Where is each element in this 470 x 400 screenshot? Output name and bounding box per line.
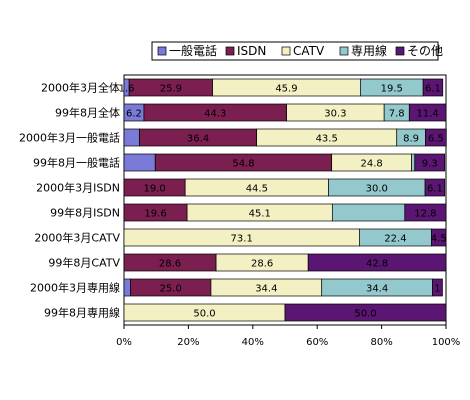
- value-label: 73.1: [231, 234, 253, 245]
- x-tick-label: 20%: [177, 337, 199, 348]
- x-tick-label: 0%: [116, 337, 132, 348]
- bars-group: [123, 78, 447, 322]
- value-label: 12.8: [414, 209, 436, 220]
- value-label: 19.6: [144, 209, 166, 220]
- value-label: 54.8: [232, 159, 254, 170]
- bar-segment: [422, 78, 444, 97]
- value-label: 34.4: [255, 284, 277, 295]
- x-tick-label: 100%: [432, 337, 461, 348]
- value-label: 43.5: [316, 134, 338, 145]
- value-label: 44.5: [246, 184, 268, 195]
- bar-segment: [424, 178, 446, 197]
- legend-swatch: [281, 46, 291, 56]
- legend-swatch: [225, 46, 235, 56]
- value-label: 19.5: [381, 84, 403, 95]
- legend-swatch: [339, 46, 349, 56]
- bar-segment: [411, 153, 416, 172]
- bar-segment: [331, 203, 406, 222]
- category-label: 2000年3月全体: [41, 81, 120, 95]
- value-label: 24.8: [360, 159, 382, 170]
- category-label: 2000年3月一般電話: [19, 131, 120, 145]
- bar-segment: [431, 228, 447, 247]
- legend-label: CATV: [293, 44, 325, 58]
- value-label: 50.0: [354, 309, 376, 320]
- category-label: 99年8月一般電話: [33, 156, 120, 170]
- value-label: 28.6: [251, 259, 273, 270]
- x-tick-label: 80%: [370, 337, 392, 348]
- legend-label: 専用線: [351, 43, 387, 58]
- bar-segment: [404, 203, 447, 222]
- value-label: 6.5: [428, 134, 444, 145]
- value-label: 4.5: [431, 234, 447, 245]
- value-label: 6.1: [425, 84, 441, 95]
- category-label: 2000年3月CATV: [34, 231, 120, 245]
- value-label: 50.0: [193, 309, 215, 320]
- legend-swatch: [395, 46, 405, 56]
- bar-segment: [307, 253, 447, 272]
- value-label: 6.1: [427, 184, 443, 195]
- x-axis: 0% 20% 40% 60% 80% 100%: [116, 325, 460, 348]
- bar-segment: [123, 278, 131, 297]
- category-label: 99年8月全体: [55, 106, 120, 120]
- value-label: 42.8: [366, 259, 388, 270]
- value-label: 34.4: [366, 284, 388, 295]
- category-label: 99年8月CATV: [48, 256, 120, 270]
- value-label: 45.1: [249, 209, 271, 220]
- legend-label: ISDN: [237, 44, 266, 58]
- value-label: 22.4: [384, 234, 406, 245]
- legend-label: その他: [407, 44, 443, 58]
- category-labels-group: 2000年3月全体 99年8月全体 2000年3月一般電話 99年8月一般電話 2000…: [19, 81, 120, 320]
- x-tick-label: 40%: [242, 337, 264, 348]
- legend-swatch: [157, 46, 167, 56]
- bar-segment: [414, 153, 446, 172]
- bar-segment: [284, 303, 447, 322]
- legend: 一般電話 ISDN CATV 専用線 その他: [151, 41, 443, 61]
- bar-segment: [123, 128, 140, 147]
- value-label: 28.6: [159, 259, 181, 270]
- legend-box: [151, 41, 439, 61]
- value-label: 11.4: [417, 109, 439, 120]
- value-label: 45.9: [275, 84, 297, 95]
- bar-segment: [425, 128, 447, 147]
- value-label: 9.3: [422, 159, 438, 170]
- value-label: 1.6: [119, 84, 135, 95]
- bar-segment: [432, 278, 443, 297]
- category-label: 2000年3月専用線: [30, 281, 120, 295]
- bar-segment: [123, 153, 156, 172]
- category-label: 99年8月ISDN: [50, 206, 120, 220]
- category-label: 2000年3月ISDN: [36, 181, 120, 195]
- x-tick-label: 60%: [306, 337, 328, 348]
- value-label: 25.0: [160, 284, 182, 295]
- value-label: 36.4: [187, 134, 209, 145]
- value-label: 1: [434, 284, 440, 295]
- value-labels-group: 1.6 25.9 45.9 19.5 6.1 6.2 44.3 30.3 7.8 11.4 36.4…: [119, 84, 447, 320]
- category-label: 99年8月専用線: [44, 306, 120, 320]
- legend-label: 一般電話: [169, 43, 217, 58]
- value-label: 30.3: [324, 109, 346, 120]
- bar-segment: [408, 103, 447, 122]
- value-label: 7.8: [389, 109, 405, 120]
- value-label: 6.2: [126, 109, 142, 120]
- value-label: 19.0: [143, 184, 165, 195]
- value-label: 8.9: [403, 134, 419, 145]
- value-label: 30.0: [366, 184, 388, 195]
- value-label: 25.9: [160, 84, 182, 95]
- value-label: 44.3: [204, 109, 226, 120]
